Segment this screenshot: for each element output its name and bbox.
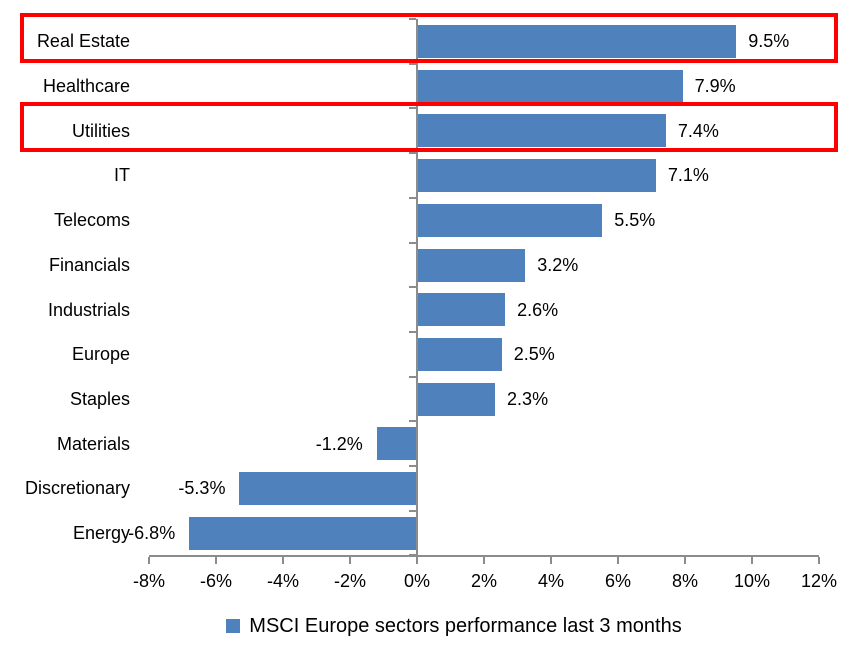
bar [418,25,737,58]
value-label: 7.4% [677,120,719,141]
category-axis-tick [409,375,416,378]
category-axis-tick [409,62,416,65]
value-label: 9.5% [748,31,790,52]
legend: MSCI Europe sectors performance last 3 m… [0,611,852,641]
x-axis-tick-label: -6% [199,571,233,591]
bar [418,248,526,282]
highlight-box-real-estate [20,13,838,63]
category-label: Utilities [71,120,130,141]
value-axis-tick [282,557,284,564]
value-label: -5.3% [178,478,226,499]
category-label: Real Estate [36,31,130,52]
value-axis-tick [684,557,686,564]
value-label: 7.9% [694,76,736,97]
category-axis-line [416,19,418,557]
category-axis-tick [409,107,416,110]
category-axis-tick [409,286,416,289]
category-label: Telecoms [53,210,130,231]
category-label: Industrials [47,299,130,320]
value-axis-tick [349,557,351,564]
bar [418,337,502,371]
value-axis-tick [215,557,217,564]
category-axis-tick [409,465,416,467]
category-axis-tick [409,420,416,423]
category-label: Europe [71,344,130,365]
x-axis-tick-label: 4% [537,571,565,591]
x-axis-tick-label: -4% [266,571,300,591]
value-label: 2.5% [513,344,555,365]
bar [418,69,683,103]
value-label: 7.1% [667,165,709,186]
value-label: 2.3% [507,388,549,409]
value-axis-tick [818,557,820,564]
category-label: Energy [72,523,130,544]
category-axis-tick [409,330,416,333]
highlight-box-utilities [20,102,838,153]
category-label: Discretionary [24,478,130,499]
value-label: 3.2% [537,254,579,275]
bar [239,472,417,505]
category-label: Healthcare [42,76,130,97]
bar [418,114,666,148]
x-axis-tick-label: -2% [333,571,367,591]
category-axis-tick [409,18,416,20]
x-axis-tick-label: -8% [132,571,166,591]
category-axis-tick [409,196,416,199]
category-label: Staples [69,388,130,409]
value-axis-tick [148,557,150,564]
legend-marker-icon [226,619,241,633]
value-label: -6.8% [128,523,176,544]
bar [418,293,506,327]
value-axis-tick [617,557,619,564]
value-axis-tick [483,557,485,564]
bar [418,382,496,416]
value-axis-tick [550,557,552,564]
bar [189,516,417,550]
value-axis-tick [416,557,418,564]
category-label: Financials [48,254,130,275]
category-axis-tick [409,152,416,155]
x-axis-tick-label: 8% [671,571,699,591]
value-label: 5.5% [614,210,656,231]
x-axis-tick-label: 10% [733,571,771,591]
bar [418,159,656,193]
bar [376,427,417,461]
category-axis-tick [409,509,416,512]
category-label: Materials [56,433,130,454]
x-axis-tick-label: 6% [604,571,632,591]
x-axis-tick-label: 0% [403,571,431,591]
category-label: IT [114,165,130,186]
bar [418,203,603,237]
value-axis-tick [751,557,753,564]
value-label: -1.2% [315,433,363,454]
value-axis-line [149,555,819,557]
legend-label: MSCI Europe sectors performance last 3 m… [249,614,682,637]
value-label: 2.6% [517,299,559,320]
x-axis-tick-label: 12% [800,571,838,591]
category-axis-tick [409,241,416,244]
x-axis-tick-label: 2% [470,571,498,591]
